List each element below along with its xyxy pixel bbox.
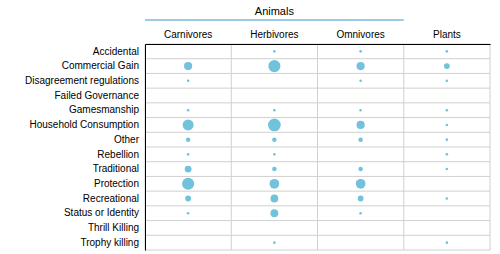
bubble <box>273 153 276 156</box>
tick: Trophy killing <box>80 237 145 248</box>
tick: Gamesmanship <box>69 104 145 115</box>
tick: Household Consumption <box>29 119 145 130</box>
bubble <box>446 138 449 141</box>
bubble <box>356 179 366 189</box>
bubble <box>446 241 449 244</box>
bubble <box>446 168 449 171</box>
axis-line <box>146 44 491 45</box>
chart: Carnivores Herbivores Omnivores Plants Accid… <box>0 0 500 254</box>
tick-label: Carnivores <box>164 29 212 40</box>
tick-label: Thrill Killing <box>88 222 139 233</box>
tick: Carnivores <box>164 29 212 44</box>
tick: Recreational <box>83 193 145 204</box>
bubble <box>446 109 449 112</box>
tick: Disagreement regulations <box>25 75 145 86</box>
bubble <box>359 109 362 112</box>
bubble <box>183 119 194 130</box>
bubble <box>187 153 190 156</box>
tick: Herbivores <box>250 29 298 44</box>
grid <box>145 44 490 250</box>
bubble <box>358 137 362 141</box>
bubble <box>270 195 278 203</box>
grid-line <box>231 44 232 250</box>
tick-label: Other <box>114 134 140 145</box>
bubble <box>446 79 449 82</box>
bubble <box>446 50 449 53</box>
bubble <box>358 196 364 202</box>
axis-line <box>145 45 146 251</box>
bubble <box>446 197 449 200</box>
tick-label: Household Consumption <box>29 119 139 130</box>
bubble <box>268 60 280 72</box>
tick-label: Trophy killing <box>80 237 139 248</box>
tick: Protection <box>94 178 145 189</box>
bubble <box>187 212 190 215</box>
tick-label: Rebellion <box>97 149 139 160</box>
bubble <box>273 50 276 53</box>
bubble <box>270 209 278 217</box>
tick-label: Accidental <box>93 46 139 57</box>
bubble <box>187 109 190 112</box>
bubbles <box>182 50 450 244</box>
y-axis: Accidental Commercial Gain Disagreement re… <box>25 45 145 251</box>
tick-label: Recreational <box>83 193 139 204</box>
bubble <box>273 241 276 244</box>
bubble <box>272 167 276 171</box>
bubble <box>359 79 362 82</box>
tick: Traditional <box>93 163 145 174</box>
tick-label: Gamesmanship <box>69 104 139 115</box>
grid-line <box>145 44 490 45</box>
bubble <box>187 79 190 82</box>
tick-label: Commercial Gain <box>62 60 139 71</box>
grid-line <box>317 44 318 250</box>
bubble <box>446 124 449 127</box>
tick-label: Failed Governance <box>55 90 140 101</box>
bubble <box>357 62 365 70</box>
bubble <box>184 62 192 70</box>
annotation: Animals <box>255 5 295 17</box>
tick-label: Protection <box>94 178 139 189</box>
tick-label: Status or Identity <box>64 207 139 218</box>
bubble <box>272 137 276 141</box>
tick: Plants <box>433 29 461 44</box>
bubble <box>444 63 450 69</box>
grid-line <box>403 44 404 250</box>
tick: Commercial Gain <box>62 60 145 71</box>
tick: Thrill Killing <box>88 222 145 233</box>
tick-label: Traditional <box>93 163 139 174</box>
bubble <box>185 166 192 173</box>
grid-line <box>145 44 146 250</box>
annotation-underline <box>145 19 404 21</box>
bubble <box>185 196 191 202</box>
bubble <box>357 121 365 129</box>
tick: Failed Governance <box>55 90 146 101</box>
plot: Carnivores Herbivores Omnivores Plants Accid… <box>25 5 490 251</box>
bubble <box>359 212 362 215</box>
tick: Accidental <box>93 46 145 57</box>
grid-line <box>490 44 491 250</box>
x-axis: Carnivores Herbivores Omnivores Plants <box>146 29 491 45</box>
bubble <box>186 137 190 141</box>
tick: Rebellion <box>97 149 145 160</box>
bubble <box>359 50 362 53</box>
tick: Omnivores <box>336 29 384 44</box>
tick: Status or Identity <box>64 207 145 218</box>
bubble <box>270 179 280 189</box>
bubble <box>268 119 281 132</box>
tick-label: Herbivores <box>250 29 298 40</box>
tick-label: Plants <box>433 29 461 40</box>
bubble <box>273 109 276 112</box>
bubble <box>446 153 449 156</box>
tick-label: Disagreement regulations <box>25 75 139 86</box>
bubble <box>182 178 194 190</box>
annotations: Animals <box>145 5 404 20</box>
tick-label: Omnivores <box>336 29 384 40</box>
tick: Other <box>114 134 145 145</box>
bubble <box>358 167 362 171</box>
